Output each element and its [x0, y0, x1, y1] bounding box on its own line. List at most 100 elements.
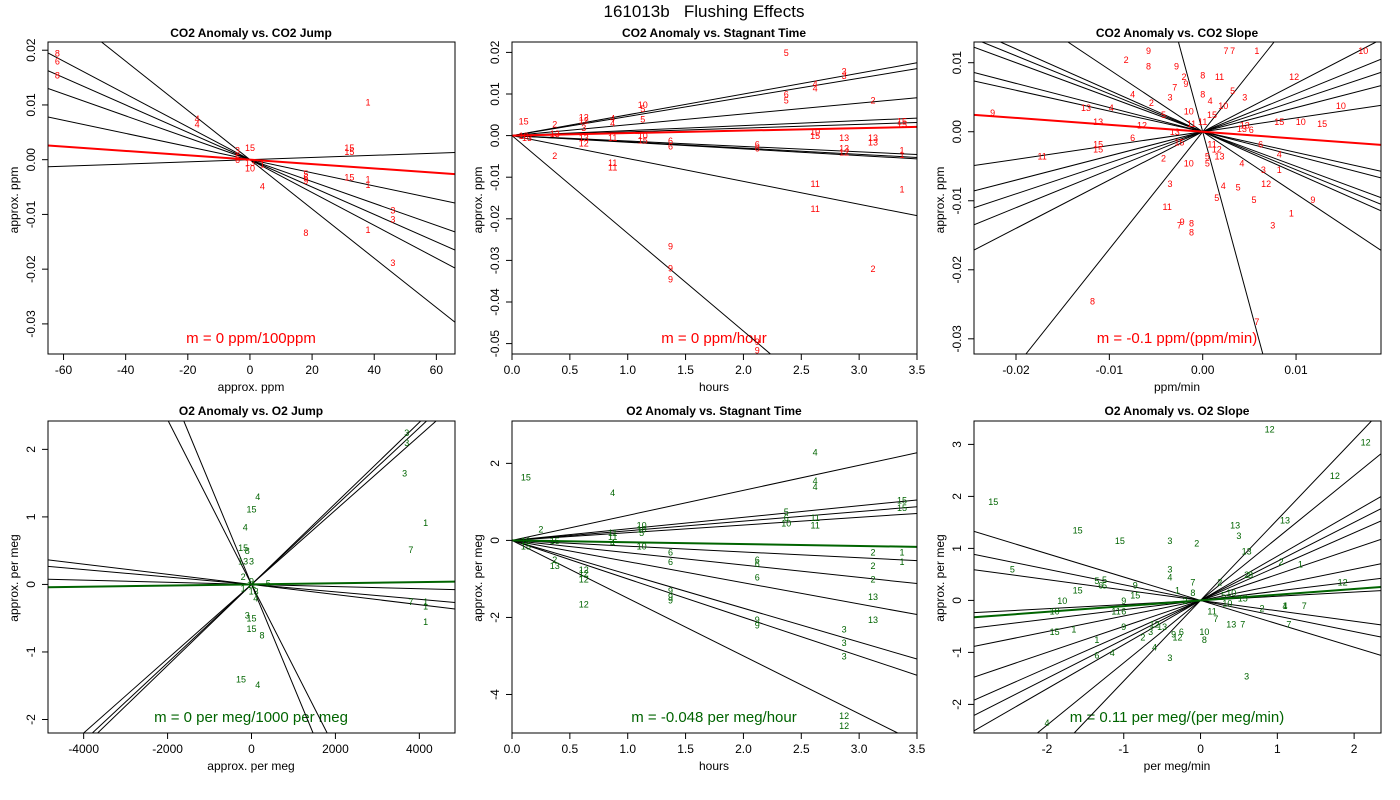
y-tick-label: -0.01 [488, 163, 502, 191]
data-point-label: 15 [521, 542, 531, 552]
y-tick-label: -0.04 [488, 288, 502, 316]
y-tick-label: -0.03 [950, 325, 964, 353]
data-point-label: 9 [755, 337, 760, 347]
data-point-label: 6 [1098, 580, 1103, 590]
data-point-label: 9 [990, 108, 995, 118]
data-point-label: 15 [1073, 526, 1083, 536]
y-tick-label: -2 [950, 699, 964, 710]
data-point-label: 12 [1172, 632, 1182, 642]
data-point-label: 4 [610, 119, 615, 129]
data-point-label: 11 [1037, 151, 1046, 161]
x-tick-label: -0.01 [1096, 363, 1124, 377]
data-point-label: 11 [1207, 606, 1216, 616]
data-point-label: 9 [668, 596, 673, 606]
regression-line [974, 58, 1381, 226]
regression-line [512, 499, 917, 541]
data-point-label: 2 [552, 555, 557, 565]
regression-line [512, 539, 917, 562]
data-point-label: 4 [1109, 103, 1114, 113]
data-point-label: 13 [1226, 619, 1236, 629]
data-point-label: 4 [813, 79, 818, 89]
data-point-label: 2 [871, 264, 876, 274]
regression-line [974, 520, 1381, 701]
regression-line [512, 117, 917, 137]
data-point-label: 7 [1230, 46, 1235, 56]
overall-fit-line [48, 144, 455, 176]
data-point-label: 6 [1179, 627, 1184, 637]
data-point-label: 4 [1283, 601, 1288, 611]
regression-line [512, 68, 917, 137]
figure-title: 161013b Flushing Effects [604, 2, 805, 21]
overall-fit-line [974, 585, 1381, 619]
data-point-label: 12 [1361, 437, 1371, 447]
y-tick-label: -1 [950, 647, 964, 658]
data-point-label: 12 [579, 574, 589, 584]
data-point-label: 11 [1111, 606, 1120, 616]
y-tick-label: -2 [24, 714, 38, 725]
data-point-label: 2 [871, 574, 876, 584]
y-tick-label: -0.02 [950, 256, 964, 284]
regression-line [974, 104, 1381, 167]
data-point-label: 10 [638, 100, 648, 110]
data-point-label: 12 [839, 721, 849, 731]
data-point-label: 12 [579, 139, 589, 149]
data-point-label: 1 [899, 557, 904, 567]
data-point-label: 4 [1130, 89, 1135, 99]
data-point-label: 9 [1310, 195, 1315, 205]
data-point-label: 15 [810, 131, 820, 141]
data-point-label: 6 [668, 136, 673, 146]
data-point-label: 7 [1224, 46, 1229, 56]
data-point-label: 13 [868, 133, 878, 143]
data-point-label: 1 [1298, 560, 1303, 570]
data-point-label: 3 [249, 556, 254, 566]
slope-annotation: m = 0.11 per meg/(per meg/min) [1070, 709, 1284, 726]
data-point-label: 6 [1094, 651, 1099, 661]
data-point-label: 8 [1090, 296, 1095, 306]
data-point-label: 12 [579, 569, 589, 579]
data-point-label: 9 [1133, 580, 1138, 590]
data-point-label: 13 [1237, 124, 1247, 134]
y-tick-label: 0 [24, 581, 38, 588]
data-point-label: 8 [1146, 62, 1151, 72]
x-tick-label: -4000 [68, 742, 99, 756]
data-point-label: 9 [1180, 217, 1185, 227]
x-tick-label: -2000 [152, 742, 183, 756]
regression-line [1067, 42, 1381, 251]
x-tick-label: -2 [1042, 742, 1053, 756]
data-point-label: 12 [579, 115, 589, 125]
data-point-label: 13 [1093, 117, 1103, 127]
data-point-label: 9 [668, 592, 673, 602]
x-axis-label: approx. per meg [207, 759, 294, 773]
data-point-label: 2 [1124, 55, 1129, 65]
regression-line [974, 508, 1381, 716]
data-point-label: 5 [1214, 193, 1219, 203]
data-point-label: 15 [521, 472, 531, 482]
data-point-label: 15 [1238, 593, 1248, 603]
data-point-label: 7 [1177, 220, 1182, 230]
data-point-label: 11 [608, 158, 617, 168]
x-tick-label: 2.0 [735, 363, 752, 377]
y-tick-label: 1 [950, 545, 964, 552]
data-point-label: 1 [423, 602, 428, 612]
data-point-label: 3 [390, 258, 395, 268]
overall-fit-line [512, 539, 917, 548]
data-point-label: 11 [810, 204, 819, 214]
data-point-label: 4 [255, 492, 260, 502]
data-point-label: 8 [55, 48, 60, 58]
regression-line [1177, 42, 1264, 354]
regression-line [167, 421, 328, 733]
y-tick-label: -0.01 [950, 187, 964, 215]
regression-line [981, 42, 1381, 205]
data-point-label: 10 [1218, 101, 1228, 111]
data-point-label: 10 [1184, 107, 1194, 117]
data-point-label: 2 [538, 524, 543, 534]
data-point-label: 6 [755, 573, 760, 583]
data-point-label: 3 [235, 145, 240, 155]
data-point-label: 4 [1152, 643, 1157, 653]
x-tick-label: 1.5 [677, 742, 694, 756]
data-point-label: 9 [1146, 46, 1151, 56]
y-tick-label: -2 [488, 612, 502, 623]
data-point-label: 3 [581, 123, 586, 133]
data-point-label: 3 [390, 206, 395, 216]
data-point-label: 5 [1236, 182, 1241, 192]
